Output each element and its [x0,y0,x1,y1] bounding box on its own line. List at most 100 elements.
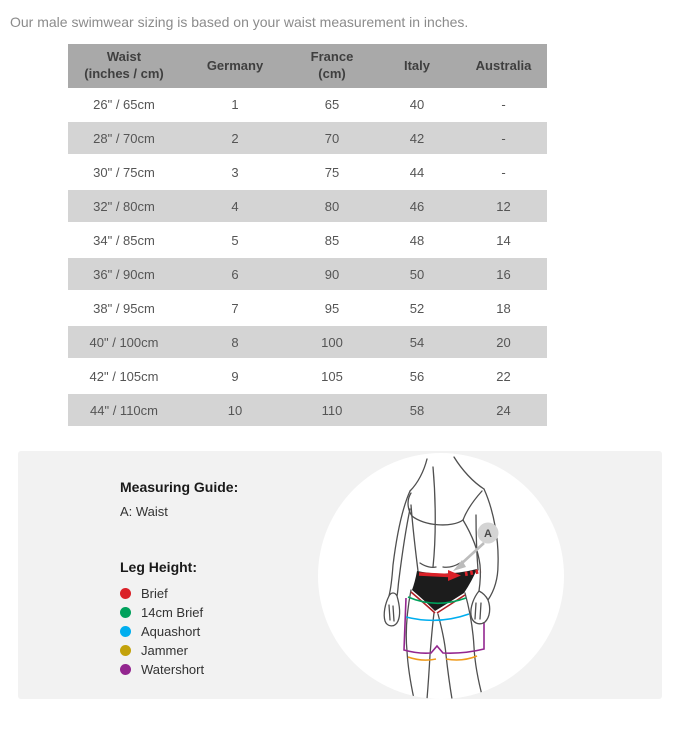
size-table-header: Waist (inches / cm) Germany France (cm) Italy… [68,44,547,88]
legend-label: Jammer [141,642,188,658]
table-cell: 36" / 90cm [68,257,180,292]
table-cell: 14 [460,223,547,258]
table-cell: 32" / 80cm [68,189,180,224]
table-cell: 40" / 100cm [68,325,180,360]
table-cell: 3 [180,155,290,190]
table-cell: 95 [290,291,374,326]
column-header: Italy [374,44,460,88]
table-row: 26" / 65cm 1 65 40- [68,88,547,122]
table-cell: 40 [374,88,460,122]
table-cell: 28" / 70cm [68,121,180,156]
table-cell: 16 [460,257,547,292]
table-row: 28" / 70cm 2 70 42- [68,121,547,156]
table-cell: 54 [374,325,460,360]
table-row: 30" / 75cm 3 75 44- [68,155,547,190]
legend-item: 14cm Brief [120,603,238,621]
table-cell: 65 [290,88,374,122]
size-table: Waist (inches / cm) Germany France (cm) Italy… [68,44,547,428]
table-cell: 8 [180,325,290,360]
hands [383,590,491,627]
brief14-leg-line [407,596,467,605]
body-outline [388,456,499,699]
table-row: 36" / 90cm 6 90 50 16 [68,257,547,292]
table-row: 44" / 110cm 10 110 58 24 [68,393,547,428]
swim-brief [412,569,477,611]
table-cell: 56 [374,359,460,394]
legend-label: Brief [141,585,168,601]
table-cell: 22 [460,359,547,394]
table-cell: - [460,88,547,122]
swimwear-figure-illustration: A [318,453,564,699]
table-cell: 50 [374,257,460,292]
brief-leg-line [410,591,466,614]
leg-height-legend: Brief 14cm Brief Aquashort Jammer Watershort [120,584,238,678]
table-cell: 46 [374,189,460,224]
table-cell: 75 [290,155,374,190]
legend-item: Watershort [120,660,238,678]
table-cell: 70 [290,121,374,156]
table-cell: 44" / 110cm [68,393,180,428]
table-cell: - [460,121,547,156]
table-cell: 52 [374,291,460,326]
table-cell: 85 [290,223,374,258]
table-cell: 24 [460,393,547,428]
badge-pointer-arrow [453,542,485,571]
legend-color-dot [120,663,131,675]
legend-color-dot [120,625,131,637]
legend-label: Watershort [141,661,205,677]
legend-label: 14cm Brief [141,604,204,620]
jammer-leg-line [407,655,478,661]
table-cell: 30" / 75cm [68,155,180,190]
table-cell: 5 [180,223,290,258]
table-cell: 38" / 95cm [68,291,180,326]
measure-point-a-label: A [484,528,492,540]
table-cell: 44 [374,155,460,190]
intro-text: Our male swimwear sizing is based on you… [10,14,469,30]
table-cell: 1 [180,88,290,122]
table-cell: 7 [180,291,290,326]
table-cell: 42" / 105cm [68,359,180,394]
table-cell: 42 [374,121,460,156]
table-cell: 48 [374,223,460,258]
table-cell: 10 [180,393,290,428]
legend-color-dot [120,587,131,599]
aquashort-leg-line [405,613,470,622]
column-header: Waist (inches / cm) [68,44,180,88]
table-cell: 6 [180,257,290,292]
table-cell: 34" / 85cm [68,223,180,258]
legend-color-dot [120,644,131,656]
table-cell: 110 [290,393,374,428]
table-cell: 2 [180,121,290,156]
legend-item: Jammer [120,641,238,659]
table-cell: 100 [290,325,374,360]
column-header: Germany [180,44,290,88]
table-row: 40" / 100cm 8 100 54 20 [68,325,547,360]
column-header: Australia [460,44,547,88]
measuring-guide-text-block: Measuring Guide: A: Waist Leg Height: Br… [120,479,238,679]
table-row: 42" / 105cm 9 105 56 22 [68,359,547,394]
measuring-guide-panel: Measuring Guide: A: Waist Leg Height: Br… [18,451,662,699]
measuring-guide-title: Measuring Guide: [120,479,239,495]
table-cell: 80 [290,189,374,224]
table-cell: 58 [374,393,460,428]
column-header: France (cm) [290,44,374,88]
legend-color-dot [120,606,131,618]
table-row: 38" / 95cm 7 95 52 18 [68,291,547,326]
table-row: 32" / 80cm 4 80 46 12 [68,189,547,224]
waist-arrow-icon [418,568,482,581]
table-cell: 4 [180,189,290,224]
table-cell: 18 [460,291,547,326]
table-cell: 90 [290,257,374,292]
watershort-outline [403,597,485,654]
measure-point-a-badge: A [477,522,499,544]
table-cell: 26" / 65cm [68,88,180,122]
table-cell: 12 [460,189,547,224]
table-cell: - [460,155,547,190]
table-row: 34" / 85cm 5 85 48 14 [68,223,547,258]
figure-circle: A [318,453,564,699]
legend-label: Aquashort [141,623,201,639]
measuring-guide-item-a: A: Waist [120,504,168,519]
table-cell: 105 [290,359,374,394]
legend-item: Aquashort [120,622,238,640]
table-cell: 9 [180,359,290,394]
